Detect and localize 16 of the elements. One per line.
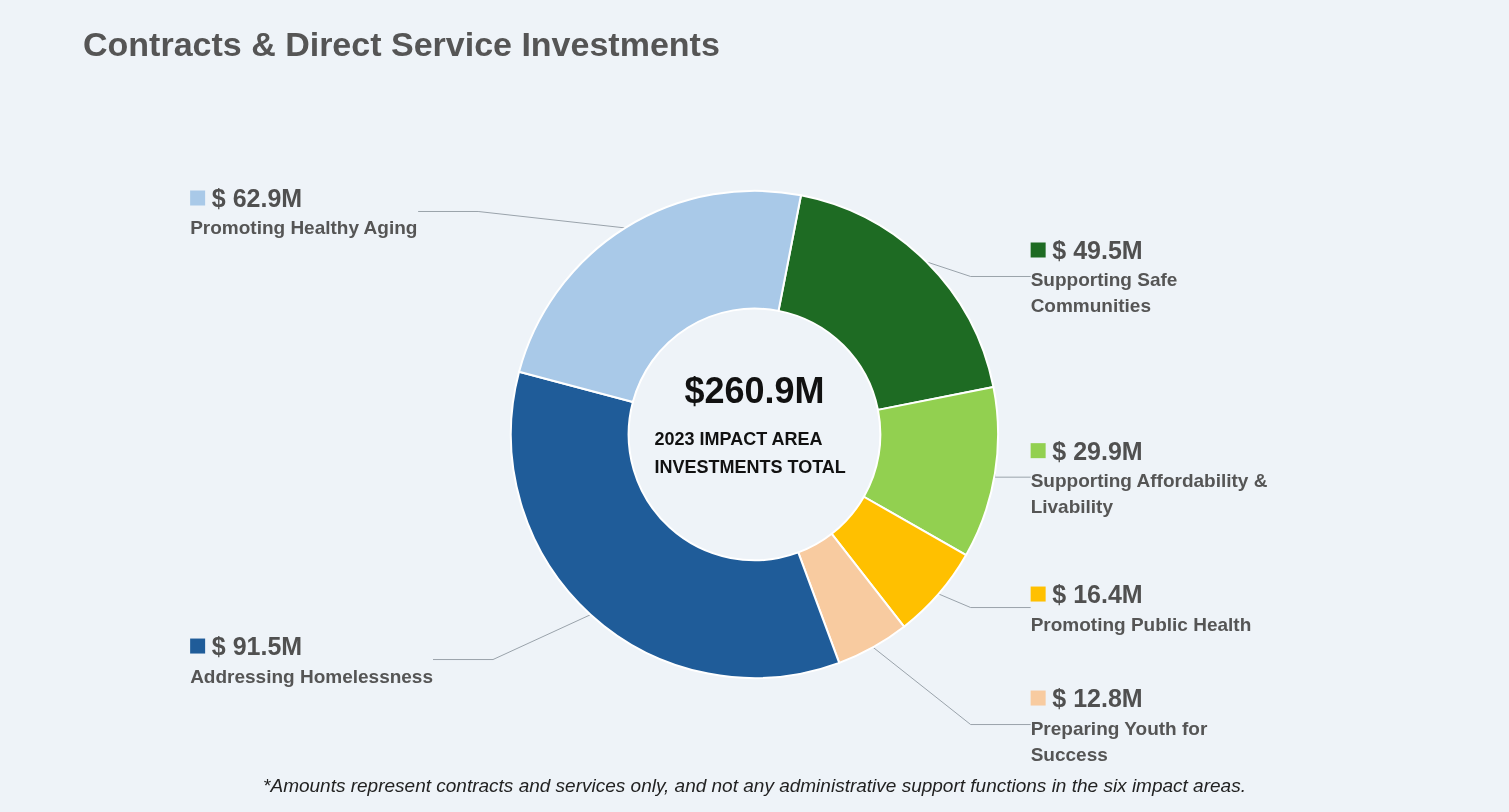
data-label: $ 16.4M: [1052, 580, 1143, 609]
chart-title: Contracts & Direct Service Investments: [83, 25, 720, 63]
data-label: $ 12.8M: [1052, 684, 1143, 713]
legend-label: Supporting Affordability & Livability: [1030, 470, 1268, 518]
text: $260.9M: [684, 369, 825, 411]
data-label: $ 49.5M: [1052, 236, 1143, 264]
text: 2023 IMPACT AREA INVESTMENTS TOTAL: [654, 429, 846, 477]
data-label: $ 62.9M: [211, 184, 303, 212]
legend-label: Supporting Safe Communities: [1030, 269, 1178, 317]
text: *Amounts represent contracts and services only, and not any administrative support functions in the six impact areas.: [263, 775, 1246, 796]
legend-label: Promoting Healthy Aging: [190, 217, 418, 239]
legend-label: Promoting Public Health: [1030, 613, 1252, 635]
legend-label: Addressing Homelessness: [190, 665, 434, 687]
data-label: $ 91.5M: [211, 632, 303, 661]
legend-label: Preparing Youth for Success: [1030, 717, 1208, 765]
data-label: $ 29.9M: [1052, 436, 1143, 465]
